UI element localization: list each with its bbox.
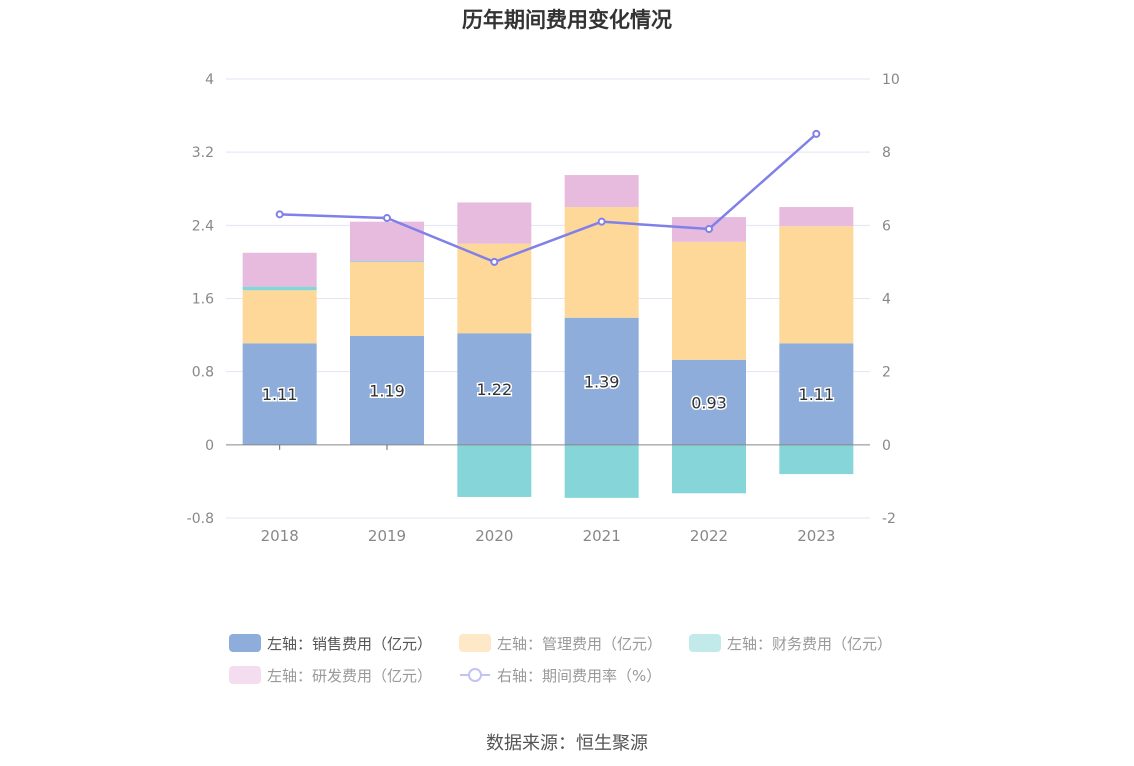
y-left-tick-label: 4 (205, 72, 214, 88)
bar-sales (672, 359, 746, 445)
rate-line (279, 132, 818, 264)
x-tick-label: 2018 (261, 527, 299, 545)
x-tick-label: 2021 (583, 527, 621, 545)
y-left-tick-label: 3.2 (192, 145, 214, 161)
bar-rnd (457, 202, 532, 244)
y-right-tick-label: 2 (882, 365, 891, 381)
y-left-tick-label: 0 (205, 438, 214, 454)
bar-finance (457, 444, 532, 497)
bar-data-label: 1.19 (369, 381, 405, 400)
rate-point (383, 214, 391, 223)
bar-finance (242, 286, 317, 291)
y-left-tick-label: 1.6 (192, 292, 214, 308)
bar-finance (564, 444, 639, 498)
bar-admin (457, 243, 532, 334)
bar-finance (779, 444, 854, 475)
y-left-tick-label: 0.8 (192, 365, 214, 381)
y-left-tick-label: 2.4 (192, 218, 214, 234)
x-tick-label: 2020 (475, 527, 513, 545)
bar-data-label: 1.22 (477, 380, 513, 399)
bar-sales (564, 317, 639, 445)
x-tick-label: 2023 (797, 527, 835, 545)
bar-admin (242, 290, 317, 344)
y-right-tick-label: 10 (882, 72, 900, 88)
chart-title: 历年期间费用变化情况 (462, 8, 672, 32)
bar-data-label: 1.11 (262, 385, 298, 404)
y-right-tick-label: 6 (882, 218, 891, 234)
rate-point (705, 224, 713, 233)
rate-point (812, 129, 821, 138)
bar-admin (779, 226, 854, 344)
bar-rnd (779, 207, 854, 227)
y-right-tick-label: 4 (882, 292, 891, 308)
y-left-tick-label: -0.8 (187, 511, 214, 527)
x-tick-label: 2019 (368, 527, 406, 545)
bar-data-label: 1.11 (799, 385, 835, 404)
bar-data-label: 0.93 (691, 393, 727, 412)
rate-point (597, 217, 606, 226)
bar-sales (350, 335, 424, 445)
bar-sales (779, 343, 854, 445)
bar-admin (672, 241, 746, 360)
bar-rnd (242, 252, 317, 287)
y-right-tick-label: -2 (882, 511, 896, 527)
y-right-tick-label: 0 (882, 438, 891, 454)
bar-sales (242, 343, 317, 445)
bar-sales (457, 333, 532, 445)
source-note: 数据来源：恒生聚源 (486, 733, 648, 754)
bar-finance (350, 261, 424, 262)
x-tick-label: 2022 (690, 527, 728, 545)
y-right-tick-label: 8 (882, 145, 891, 161)
bar-rnd (564, 175, 639, 208)
bar-admin (350, 261, 424, 336)
bar-finance (672, 444, 746, 494)
rate-point (275, 210, 284, 219)
rate-point (490, 257, 499, 266)
bar-data-label: 1.39 (584, 372, 620, 391)
